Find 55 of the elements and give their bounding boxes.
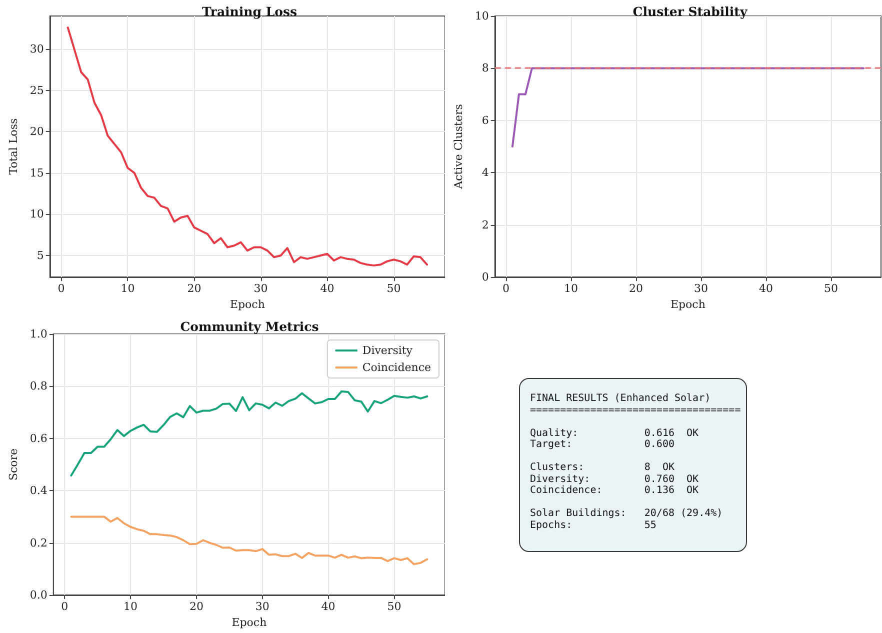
x-tick-label: 40: [758, 282, 773, 295]
y-tick-label: 5: [36, 249, 44, 262]
y-axis-title: Total Loss: [7, 118, 20, 175]
y-tick-label: 0.4: [30, 484, 48, 498]
text: Quality: 0.616 OK Target: 0.600: [530, 428, 700, 450]
line-series: [70, 516, 428, 566]
x-tick-label: 20: [187, 282, 202, 295]
y-axis-title: Score: [7, 448, 20, 481]
y-tick-label: 2: [482, 218, 489, 232]
text: Clusters: 8 OK Diversity: 0.760 OK Coincidence: 0.136 OK: [530, 462, 700, 496]
x-tick-label: 0: [58, 282, 65, 295]
x-tick-label: 30: [254, 282, 268, 295]
x-tick-label: 0: [61, 600, 68, 613]
x-tick-label: 10: [120, 282, 135, 295]
x-tick-label: 50: [824, 282, 838, 295]
x-tick-label: 10: [124, 600, 138, 613]
y-tick-label: 4: [482, 166, 489, 180]
x-tick-label: 0: [502, 282, 510, 295]
y-tick-label: 0.2: [30, 536, 48, 550]
x-tick-label: 20: [628, 282, 643, 295]
y-tick-label: 1.0: [30, 328, 48, 340]
y-axis-title: Active Clusters: [452, 104, 465, 190]
y-tick-label: 30: [30, 42, 44, 56]
text: FINAL RESULTS (Enhanced Solar): [530, 393, 712, 404]
line-series: [66, 26, 428, 266]
x-tick-label: 10: [564, 282, 578, 295]
x-axis-title: Epoch: [230, 298, 265, 311]
text: ===================================: [530, 404, 741, 416]
line-series: [70, 390, 428, 476]
x-tick-label: 40: [321, 600, 336, 613]
chart-title: Cluster Stability: [632, 4, 748, 19]
y-tick-label: 10: [474, 10, 489, 22]
y-tick-label: 20: [30, 125, 44, 138]
legend-label: Diversity: [362, 344, 414, 357]
legend-label: Coincidence: [362, 361, 432, 374]
x-tick-label: 40: [320, 282, 334, 295]
y-tick-label: 25: [30, 84, 44, 97]
y-tick-label: 0.6: [30, 432, 48, 445]
y-tick-label: 10: [30, 208, 44, 221]
x-tick-label: 30: [694, 282, 708, 295]
y-tick-label: 0.8: [30, 380, 48, 393]
chart-title: Community Metrics: [180, 319, 319, 334]
chart-title: Training Loss: [202, 4, 298, 19]
x-tick-label: 30: [255, 600, 270, 613]
y-tick-label: 15: [30, 166, 44, 180]
text: Solar Buildings: 20/68 (29.4%) Epochs: 55: [530, 508, 724, 531]
x-tick-label: 50: [386, 282, 401, 295]
y-tick-label: 8: [482, 62, 489, 75]
y-tick-label: 6: [482, 114, 489, 127]
x-axis-title: Epoch: [232, 616, 267, 629]
x-axis-title: Epoch: [670, 298, 706, 311]
y-tick-label: 0.0: [30, 588, 48, 602]
y-tick-label: 0: [482, 270, 489, 284]
x-tick-label: 20: [189, 600, 204, 613]
x-tick-label: 50: [387, 600, 402, 613]
